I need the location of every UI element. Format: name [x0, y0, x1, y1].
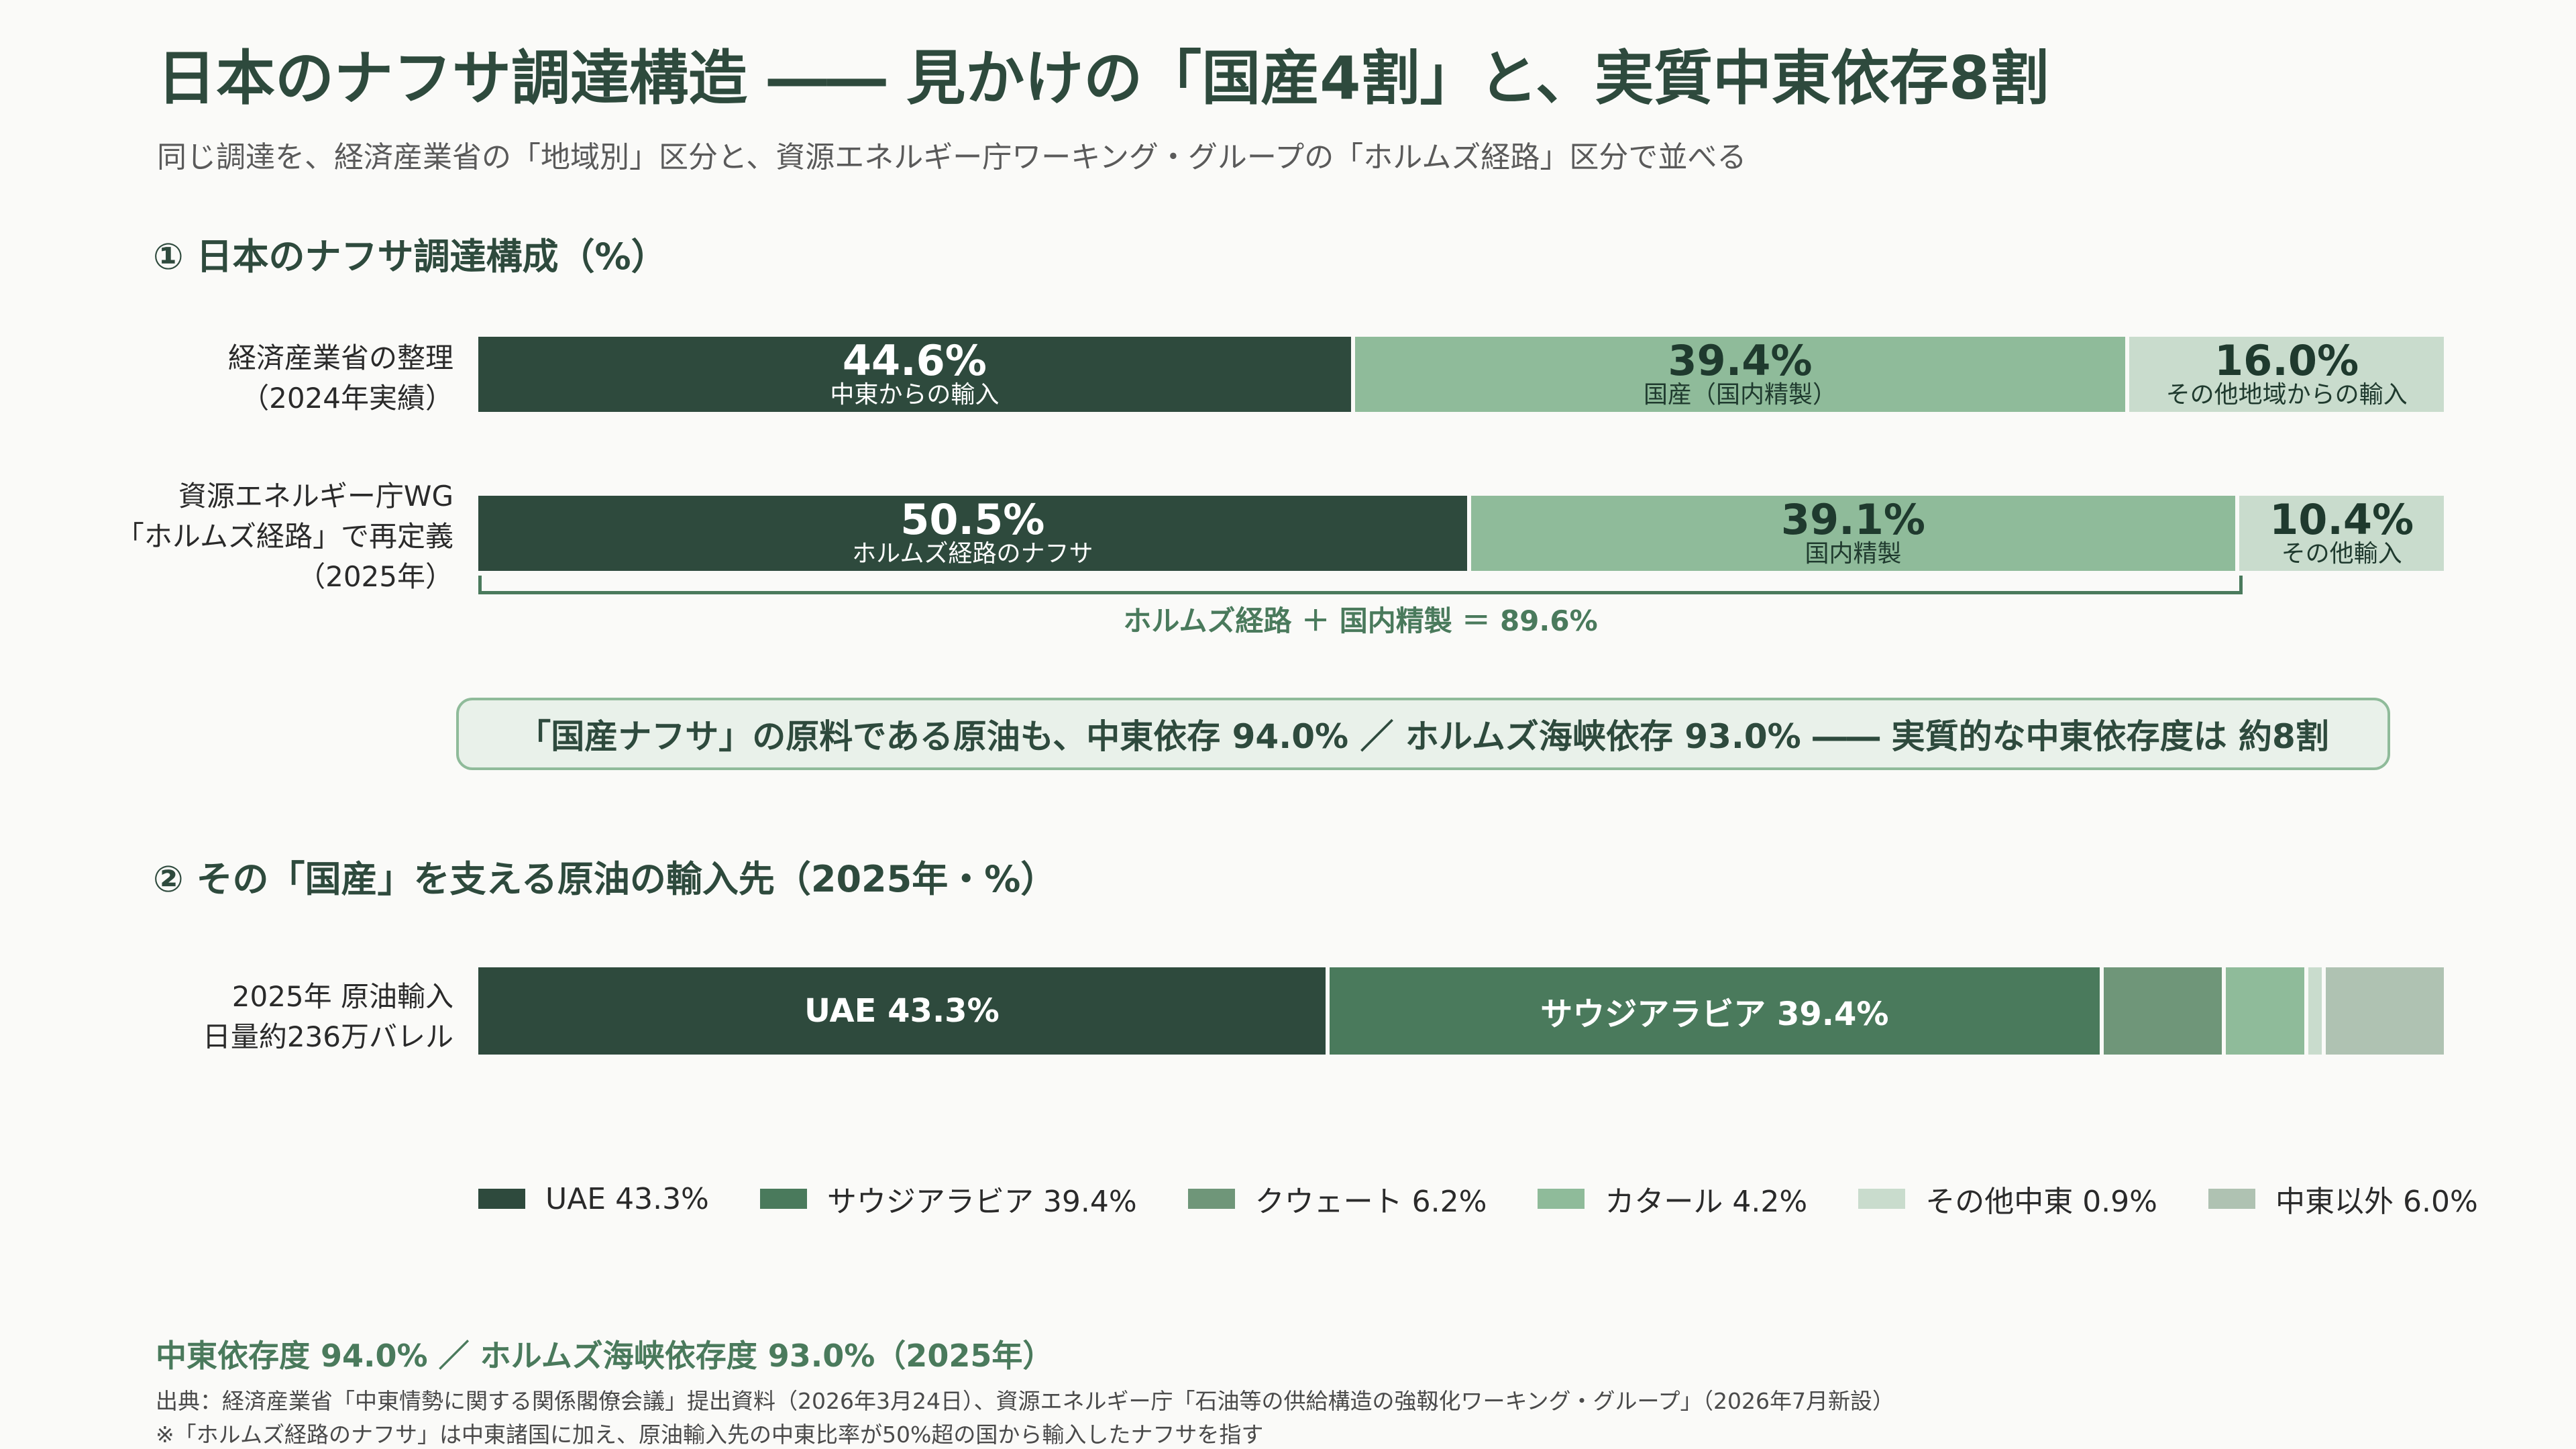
legend-label: UAE 43.3% — [545, 1181, 709, 1216]
bar1-segment-other: 16.0% その他地域からの輸入 — [2129, 337, 2444, 412]
bar2-segment-other: 10.4% その他輸入 — [2239, 496, 2444, 571]
legend-swatch — [1187, 1189, 1235, 1209]
bar1-seg2-value: 39.4% — [1668, 337, 1813, 386]
bar1-segment-middle-east: 44.6% 中東からの輸入 — [478, 337, 1355, 412]
row1-label-line1: 経済産業省の整理 — [227, 341, 453, 374]
bar1-seg3-value: 16.0% — [2214, 337, 2359, 386]
callout-box: 「国産ナフサ」の原料である原油も、中東依存 94.0% ／ ホルムズ海峡依存 9… — [456, 698, 2390, 770]
legend-swatch — [759, 1189, 807, 1209]
legend-swatch — [1538, 1189, 1585, 1209]
sum-bracket-label: ホルムズ経路 ＋ 国内精製 ＝ 89.6% — [1123, 604, 1598, 637]
bar2-seg3-value: 10.4% — [2269, 496, 2414, 545]
row3-label-line1: 2025年 原油輸入 — [231, 980, 453, 1013]
legend-swatch — [2208, 1189, 2255, 1209]
bar3-segment-saudi: サウジアラビア 39.4% — [1329, 967, 2104, 1055]
bar2-seg3-label: その他輸入 — [2281, 540, 2402, 568]
bar1-seg3-label: その他地域からの輸入 — [2165, 381, 2408, 409]
sum-bracket — [478, 576, 2243, 594]
bar-row3: UAE 43.3% サウジアラビア 39.4% — [478, 967, 2444, 1055]
legend-item-non-middle-east: 中東以外 6.0% — [2208, 1177, 2478, 1220]
row2-label: 資源エネルギー庁WG 「ホルムズ経路」で再定義 （2025年） — [24, 476, 453, 597]
bar3-seg-saudi-label: サウジアラビア 39.4% — [1540, 996, 1889, 1033]
legend-swatch — [1858, 1189, 1906, 1209]
bar3-seg-uae-label: UAE 43.3% — [804, 992, 1000, 1030]
legend-label: 中東以外 6.0% — [2275, 1185, 2478, 1219]
legend: UAE 43.3% サウジアラビア 39.4% クウェート 6.2% カタール … — [478, 1177, 2491, 1220]
legend-label: その他中東 0.9% — [1925, 1185, 2157, 1219]
bar2-seg2-value: 39.1% — [1780, 496, 1925, 545]
row1-label: 経済産業省の整理 （2024年実績） — [24, 338, 453, 419]
bar1-seg1-label: 中東からの輸入 — [830, 381, 1000, 409]
section2-heading: ② その「国産」を支える原油の輸入先（2025年・%） — [153, 858, 1057, 900]
row3-label: 2025年 原油輸入 日量約236万バレル — [24, 977, 453, 1057]
bar1-seg2-label: 国産（国内精製） — [1643, 381, 1837, 409]
bar2-segment-domestic: 39.1% 国内精製 — [1470, 496, 2240, 571]
bar2-seg2-label: 国内精製 — [1805, 540, 1902, 568]
legend-item-qatar: カタール 4.2% — [1538, 1177, 1807, 1220]
bar2-segment-hormuz: 50.5% ホルムズ経路のナフサ — [478, 496, 1471, 571]
callout-text: 「国産ナフサ」の原料である原油も、中東依存 94.0% ／ ホルムズ海峡依存 9… — [517, 717, 2329, 756]
legend-label: クウェート 6.2% — [1254, 1185, 1487, 1219]
page-subtitle: 同じ調達を、経済産業省の「地域別」区分と、資源エネルギー庁ワーキング・グループの… — [157, 140, 1747, 174]
bar1-seg1-value: 44.6% — [842, 337, 987, 386]
legend-label: サウジアラビア 39.4% — [826, 1185, 1137, 1219]
bar3-segment-uae: UAE 43.3% — [478, 967, 1330, 1055]
page-title: 日本のナフサ調達構造 ―― 見かけの「国産4割」と、実質中東依存8割 — [157, 44, 2049, 113]
legend-swatch — [478, 1189, 525, 1209]
section1-heading: ① 日本のナフサ調達構成（%） — [153, 235, 667, 278]
row3-label-line2: 日量約236万バレル — [202, 1020, 453, 1053]
legend-item-other-middle-east: その他中東 0.9% — [1858, 1177, 2157, 1220]
footer-source: 出典：経済産業省「中東情勢に関する関係閣僚会議」提出資料（2026年3月24日）… — [156, 1388, 1894, 1414]
bar-row2: 50.5% ホルムズ経路のナフサ 39.1% 国内精製 10.4% その他輸入 — [478, 496, 2444, 571]
bar3-segment-other-middle-east — [2308, 967, 2326, 1055]
bar1-segment-domestic: 39.4% 国産（国内精製） — [1354, 337, 2130, 412]
bar3-segment-qatar — [2225, 967, 2308, 1055]
row2-label-line2: 「ホルムズ経路」で再定義 — [115, 520, 453, 553]
legend-item-uae: UAE 43.3% — [478, 1177, 709, 1220]
bar3-segment-non-middle-east — [2326, 967, 2444, 1055]
row1-label-line2: （2024年実績） — [241, 382, 453, 415]
legend-item-saudi: サウジアラビア 39.4% — [759, 1177, 1137, 1220]
row2-label-line1: 資源エネルギー庁WG — [178, 480, 453, 513]
bar-row1: 44.6% 中東からの輸入 39.4% 国産（国内精製） 16.0% その他地域… — [478, 337, 2444, 412]
bar3-segment-kuwait — [2104, 967, 2226, 1055]
bar2-seg1-value: 50.5% — [900, 496, 1045, 545]
footer-note: ※「ホルムズ経路のナフサ」は中東諸国に加え、原油輸入先の中東比率が50%超の国か… — [156, 1421, 1264, 1448]
legend-item-kuwait: クウェート 6.2% — [1187, 1177, 1487, 1220]
footer-highlight: 中東依存度 94.0% ／ ホルムズ海峡依存度 93.0%（2025年） — [156, 1338, 1054, 1374]
row2-label-line3: （2025年） — [297, 560, 453, 593]
bar2-seg1-label: ホルムズ経路のナフサ — [852, 540, 1093, 568]
legend-label: カタール 4.2% — [1605, 1185, 1808, 1219]
